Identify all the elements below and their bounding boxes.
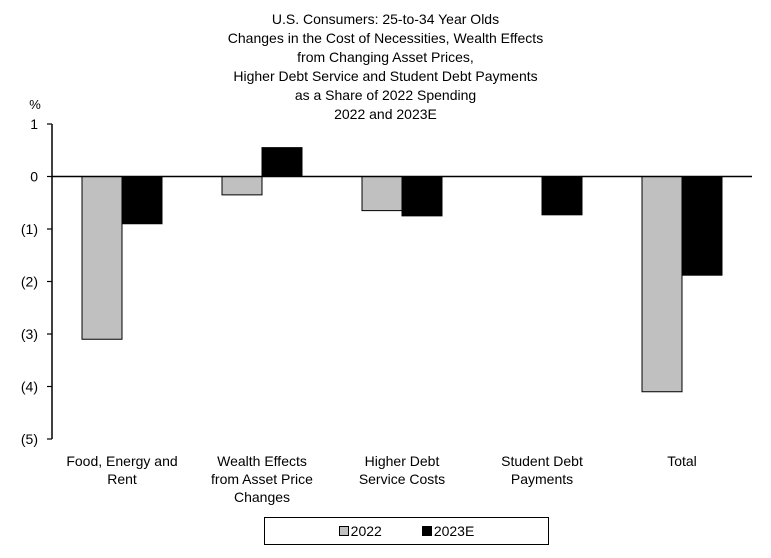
bar-2022-1 [221, 176, 263, 196]
bar-2023e-1 [261, 147, 303, 177]
y-tick-label: 0 [30, 169, 38, 185]
legend-item-2022: 2022 [338, 523, 382, 539]
y-tick-label: (3) [21, 326, 38, 342]
y-tick-label: 1 [30, 116, 38, 132]
bar-2023e-3 [541, 176, 583, 216]
bar-2022-2 [361, 176, 403, 212]
x-category-label: Rent [107, 471, 137, 487]
x-category-label: Payments [511, 471, 573, 487]
x-category-label: Changes [234, 489, 290, 505]
legend-swatch-2023e [421, 526, 432, 536]
bar-2023e-0 [121, 176, 163, 225]
bar-chart: % 1 0 (1) (2) (3) (4) (5) Food, Energy and Rent We… [21, 97, 752, 505]
title-line: Changes in the Cost of Necessities, Weal… [227, 30, 544, 46]
x-category-label: Wealth Effects [217, 453, 307, 469]
x-category-label: Total [667, 453, 697, 469]
bar-2022-4 [641, 176, 683, 393]
bar-2023e-2 [401, 176, 443, 217]
bar-2022-0 [81, 176, 123, 340]
chart-title: U.S. Consumers: 25-to-34 Year Olds Change… [0, 10, 771, 124]
x-category-label: Food, Energy and [66, 453, 177, 469]
x-category-label: Higher Debt [365, 453, 440, 469]
legend-swatch-2022 [338, 526, 349, 536]
title-line: 2022 and 2023E [334, 106, 437, 122]
x-category-label: Service Costs [359, 471, 445, 487]
title-line: U.S. Consumers: 25-to-34 Year Olds [271, 11, 500, 27]
title-line: Higher Debt Service and Student Debt Pay… [233, 68, 538, 84]
y-tick-label: (2) [21, 274, 38, 290]
title-line: as a Share of 2022 Spending [294, 87, 477, 103]
y-tick-label: (5) [21, 431, 38, 447]
legend: 2022 2023E [264, 517, 549, 545]
legend-item-2023e: 2023E [421, 523, 475, 539]
x-category-label: from Asset Price [211, 471, 313, 487]
y-tick-label: (4) [21, 379, 38, 395]
legend-label-2022: 2022 [350, 523, 382, 539]
bar-2023e-4 [681, 176, 723, 276]
title-line: from Changing Asset Prices, [297, 49, 474, 65]
x-category-label: Student Debt [501, 453, 583, 469]
y-axis-label: % [29, 97, 41, 112]
legend-label-2023e: 2023E [433, 523, 475, 539]
y-tick-label: (1) [21, 221, 38, 237]
